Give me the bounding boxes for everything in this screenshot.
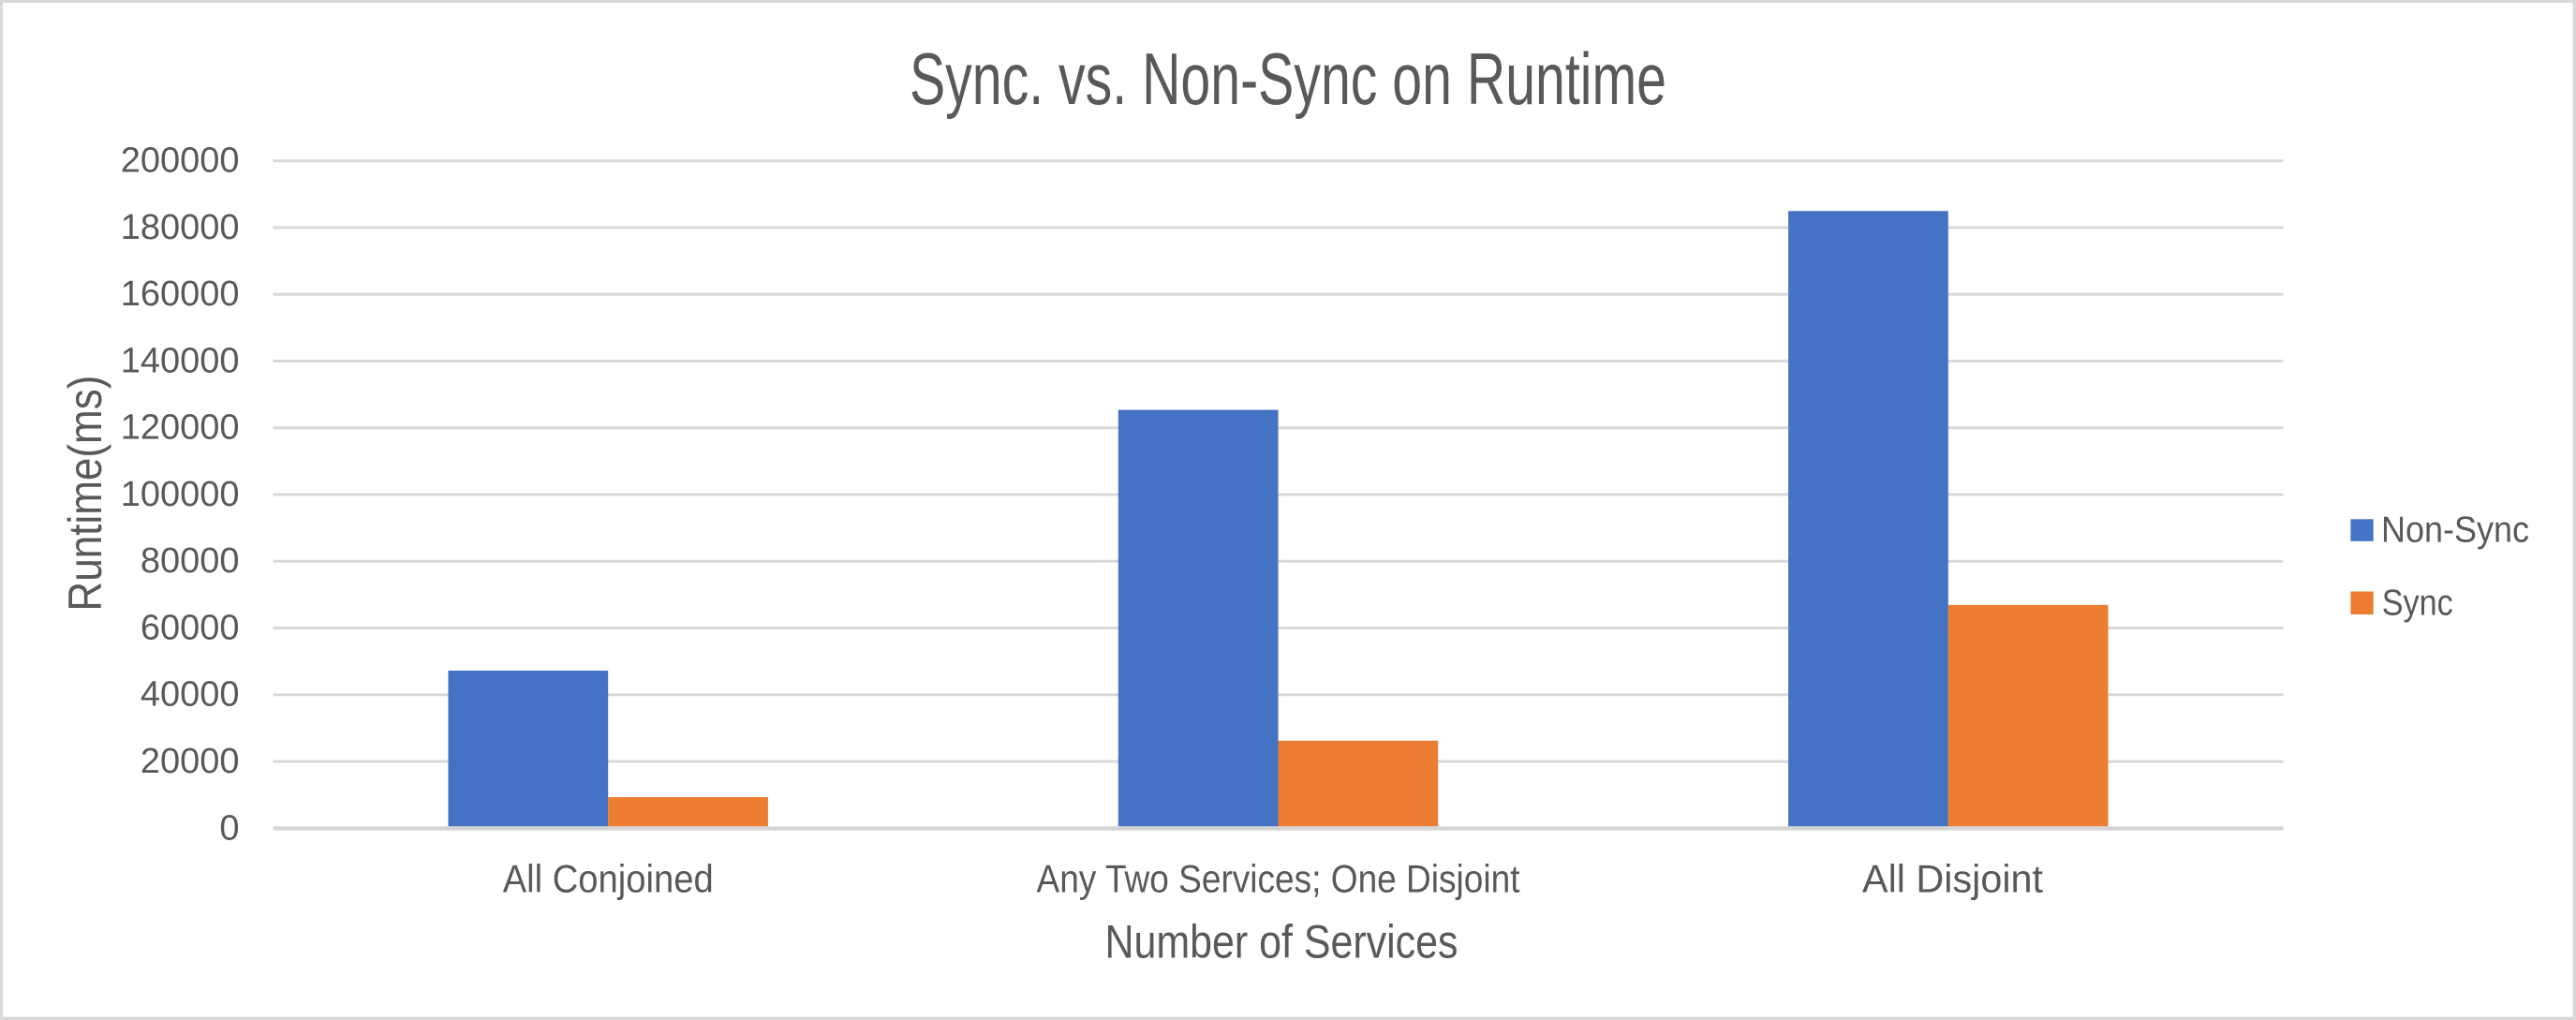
svg-text:140000: 140000 [121, 342, 240, 381]
svg-text:All Conjoined: All Conjoined [503, 856, 714, 900]
svg-text:Non-Sync: Non-Sync [2381, 510, 2529, 551]
svg-text:200000: 200000 [121, 141, 240, 181]
svg-text:60000: 60000 [141, 609, 240, 648]
svg-text:0: 0 [219, 808, 239, 848]
svg-text:40000: 40000 [141, 675, 240, 715]
svg-text:Any Two Services; One Disjoint: Any Two Services; One Disjoint [1037, 856, 1520, 900]
svg-text:Runtime(ms): Runtime(ms) [59, 376, 111, 612]
svg-text:All Disjoint: All Disjoint [1862, 856, 2043, 900]
svg-text:Number of Services: Number of Services [1105, 916, 1458, 968]
svg-text:Sync. vs. Non-Sync on Runtime: Sync. vs. Non-Sync on Runtime [910, 37, 1666, 120]
svg-text:20000: 20000 [141, 742, 240, 781]
svg-text:100000: 100000 [121, 475, 240, 514]
svg-text:160000: 160000 [121, 274, 240, 314]
svg-text:80000: 80000 [141, 541, 240, 581]
svg-text:Sync: Sync [2382, 583, 2453, 623]
svg-text:120000: 120000 [121, 408, 240, 448]
svg-text:180000: 180000 [121, 208, 240, 247]
